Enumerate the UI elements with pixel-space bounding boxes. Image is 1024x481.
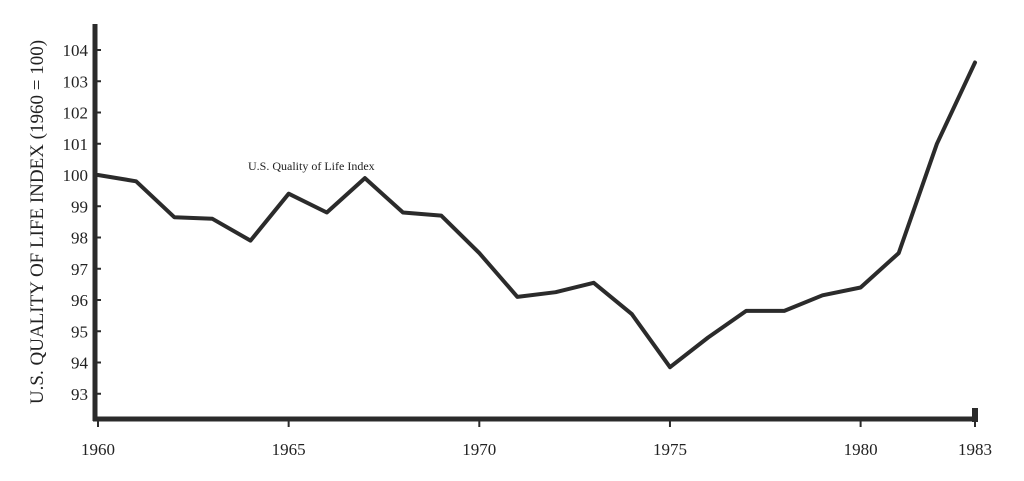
data-point [96,173,100,177]
y-axis-ticks: 93 94 95 96 97 98 99 100 101 102 103 104 [63,41,101,404]
x-tick-label: 1970 [462,440,496,459]
data-point [782,309,786,313]
y-tick-label: 93 [71,385,88,404]
data-point [668,365,672,369]
data-point [249,239,252,243]
data-point [935,142,939,146]
y-tick-label: 101 [63,135,89,154]
data-point [477,251,481,255]
data-point [630,312,634,316]
data-point [744,309,748,313]
data-point [363,176,367,180]
data-point [897,251,901,255]
series-annotation: U.S. Quality of Life Index [248,159,375,173]
x-axis-end-cap [972,408,978,422]
data-point [172,215,176,219]
y-tick-label: 96 [71,291,88,310]
y-tick-label: 103 [63,72,89,91]
y-axis-label: U.S. QUALITY OF LIFE INDEX (1960 = 100) [27,40,48,404]
x-tick-label: 1960 [81,440,115,459]
y-tick-label: 99 [71,197,88,216]
axes [92,24,978,422]
data-point [592,281,596,285]
data-point [859,286,863,289]
y-tick-label: 102 [63,104,89,123]
data-point [401,211,405,214]
x-axis-ticks: 1960 1965 1970 1975 1980 1983 [81,419,992,459]
data-point [706,336,710,339]
x-tick-label: 1975 [653,440,687,459]
data-point [134,179,138,183]
y-tick-label: 100 [63,166,89,185]
series-line [96,60,977,370]
data-point [210,217,214,221]
data-point [821,293,824,297]
y-tick-label: 95 [71,322,88,341]
y-tick-label: 98 [71,229,88,248]
data-point [973,61,977,64]
x-tick-label: 1980 [844,440,878,459]
x-tick-label: 1983 [958,440,992,459]
y-tick-label: 94 [71,354,89,373]
y-tick-label: 97 [71,260,89,279]
y-tick-label: 104 [63,41,89,60]
data-point [554,290,558,294]
data-point [439,214,443,218]
x-tick-label: 1965 [272,440,306,459]
series [96,60,977,370]
data-point [287,192,291,196]
data-point [325,211,329,214]
data-point [515,295,519,299]
